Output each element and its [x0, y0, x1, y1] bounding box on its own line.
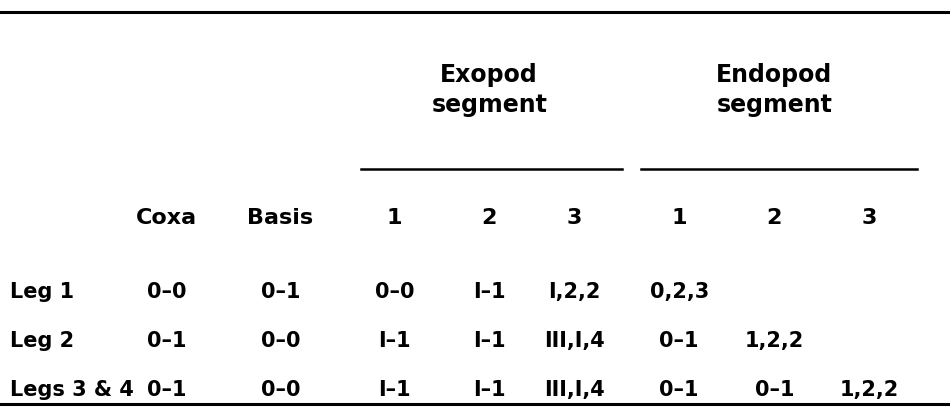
Text: I–1: I–1: [378, 330, 410, 351]
Text: I–1: I–1: [473, 379, 505, 400]
Text: 0–0: 0–0: [146, 282, 186, 302]
Text: 3: 3: [567, 208, 582, 228]
Text: III,I,4: III,I,4: [544, 379, 605, 400]
Text: 1: 1: [672, 208, 687, 228]
Text: I,2,2: I,2,2: [548, 282, 601, 302]
Text: Exopod
segment: Exopod segment: [431, 63, 547, 117]
Text: 0–1: 0–1: [146, 330, 186, 351]
Text: 0–1: 0–1: [754, 379, 794, 400]
Text: Basis: Basis: [247, 208, 314, 228]
Text: 2: 2: [767, 208, 782, 228]
Text: 0–1: 0–1: [659, 379, 699, 400]
Text: III,I,4: III,I,4: [544, 330, 605, 351]
Text: 2: 2: [482, 208, 497, 228]
Text: 0,2,3: 0,2,3: [650, 282, 709, 302]
Text: I–1: I–1: [378, 379, 410, 400]
Text: 1: 1: [387, 208, 402, 228]
Text: Coxa: Coxa: [136, 208, 197, 228]
Text: I–1: I–1: [473, 330, 505, 351]
Text: 0–0: 0–0: [374, 282, 414, 302]
Text: Legs 3 & 4: Legs 3 & 4: [10, 379, 133, 400]
Text: 0–0: 0–0: [260, 379, 300, 400]
Text: 0–1: 0–1: [659, 330, 699, 351]
Text: 0–0: 0–0: [260, 330, 300, 351]
Text: 3: 3: [862, 208, 877, 228]
Text: 1,2,2: 1,2,2: [840, 379, 899, 400]
Text: 0–1: 0–1: [260, 282, 300, 302]
Text: Leg 1: Leg 1: [10, 282, 74, 302]
Text: 1,2,2: 1,2,2: [745, 330, 804, 351]
Text: 0–1: 0–1: [146, 379, 186, 400]
Text: Endopod
segment: Endopod segment: [716, 63, 832, 117]
Text: Leg 2: Leg 2: [10, 330, 74, 351]
Text: I–1: I–1: [473, 282, 505, 302]
